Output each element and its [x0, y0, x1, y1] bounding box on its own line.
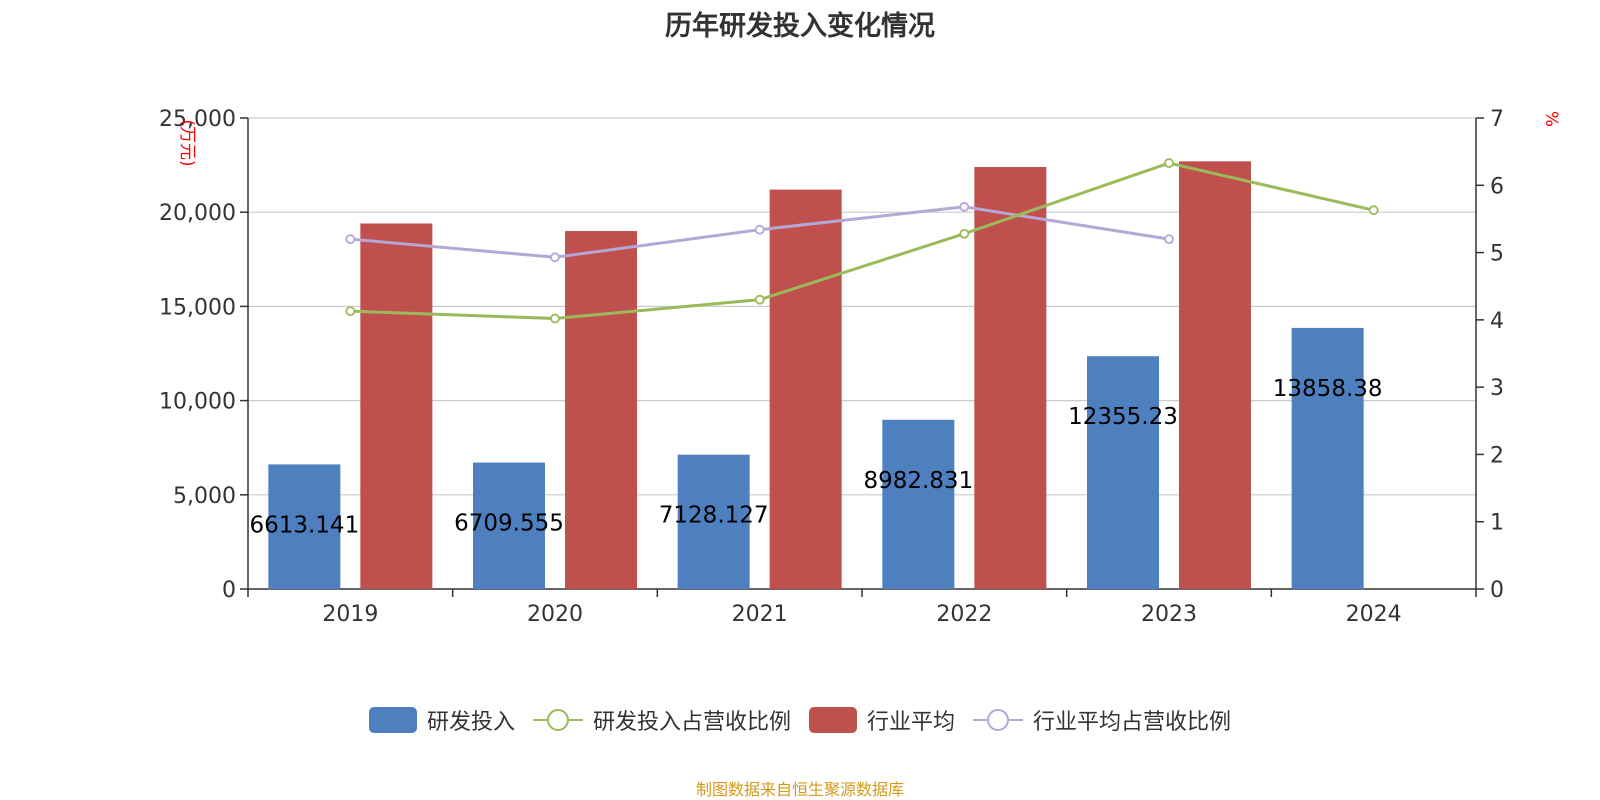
source-note: 制图数据来自恒生聚源数据库: [695, 780, 904, 799]
legend-item-rd-ratio[interactable]: 研发投入占营收比例: [532, 704, 791, 736]
y-left-tick-label: 15,000: [159, 295, 236, 320]
bar-rd-data-label: 13858.38: [1273, 376, 1383, 402]
legend-item-industry-ratio[interactable]: 行业平均占营收比例: [973, 704, 1231, 736]
bar-industry: [360, 223, 433, 589]
bar-rd-data-label: 6709.555: [454, 511, 564, 537]
rd-ratio-point: [754, 294, 765, 305]
bar-rd: [1291, 327, 1364, 589]
rd-ratio-point: [345, 306, 356, 317]
y-right-tick-label: 0: [1490, 578, 1504, 603]
bar-industry: [769, 189, 842, 590]
legend-label-industry-ratio: 行业平均占营收比例: [1033, 710, 1232, 735]
x-tick-label: 2024: [1346, 602, 1402, 627]
bar-rd-data-label: 12355.23: [1068, 404, 1178, 430]
x-tick-label: 2023: [1141, 602, 1197, 627]
legend-swatch-industry-ratio: [973, 709, 1024, 731]
bar-rd-data-label: 8982.831: [863, 468, 973, 494]
bar-rd: [268, 464, 341, 589]
legend-label-industry: 行业平均: [867, 710, 956, 735]
x-tick-label: 2019: [322, 602, 378, 627]
chart-canvas: 0 5,000 10,000 15,000 20,000 25,000 0 1 2 3 4 5 6 7 (万…: [159, 107, 1561, 627]
industry-ratio-point: [959, 201, 970, 212]
rd-ratio-point: [1164, 158, 1174, 168]
x-tick-label: 2022: [936, 602, 992, 627]
rd-ratio-line: [350, 161, 1375, 321]
rd-ratio-point: [959, 228, 970, 239]
legend-item-rd[interactable]: 研发投入: [368, 704, 515, 736]
legend-item-industry[interactable]: 行业平均: [809, 704, 955, 736]
bar-rd: [473, 462, 545, 589]
y-right-tick-label: 1: [1490, 511, 1504, 536]
legend-label-rd-ratio: 研发投入占营收比例: [592, 710, 791, 735]
y-left-tick-label: 25,000: [159, 107, 236, 132]
bar-rd: [882, 419, 955, 589]
y-right-tick-label: 6: [1490, 174, 1504, 199]
y-right-tick-label: 7: [1490, 107, 1504, 132]
industry-ratio-point: [550, 252, 560, 263]
x-tick-label: 2021: [732, 602, 788, 627]
y-left-tick-label: 5,000: [173, 484, 236, 509]
chart-title: 历年研发投入变化情况: [665, 11, 935, 42]
legend-swatch-rd: [368, 707, 417, 733]
y-right-tick-label: 4: [1490, 309, 1504, 334]
bar-rd-data-label: 6613.141: [249, 512, 359, 538]
industry-ratio-point: [345, 234, 356, 245]
rd-ratio-point: [550, 313, 560, 324]
y-left-unit-label: (万元): [177, 119, 197, 166]
bar-rd: [677, 454, 750, 589]
rd-ratio-point: [1368, 205, 1379, 216]
industry-ratio-point: [754, 224, 765, 235]
y-right-tick-label: 5: [1490, 242, 1504, 267]
y-right-unit-label: %: [1541, 111, 1561, 127]
y-right-tick-label: 2: [1490, 443, 1504, 468]
x-tick-label: 2020: [527, 602, 583, 627]
bar-industry: [974, 166, 1047, 589]
bar-rd-data-label: 7128.127: [659, 503, 769, 529]
y-right-tick-label: 3: [1490, 376, 1504, 401]
industry-ratio-point: [1164, 234, 1174, 245]
y-left-tick-label: 0: [222, 578, 236, 603]
bar-rd: [1087, 356, 1159, 589]
legend-label-rd: 研发投入: [426, 710, 515, 735]
y-left-tick-label: 20,000: [159, 201, 236, 226]
legend-swatch-industry: [809, 707, 857, 733]
legend: 研发投入 研发投入占营收比例 行业平均 行业平均占营收比例: [0, 700, 1600, 740]
y-left-tick-label: 10,000: [159, 390, 236, 415]
legend-swatch-rd-ratio: [532, 709, 583, 731]
bar-industry: [565, 231, 637, 590]
bar-industry: [1179, 161, 1251, 589]
